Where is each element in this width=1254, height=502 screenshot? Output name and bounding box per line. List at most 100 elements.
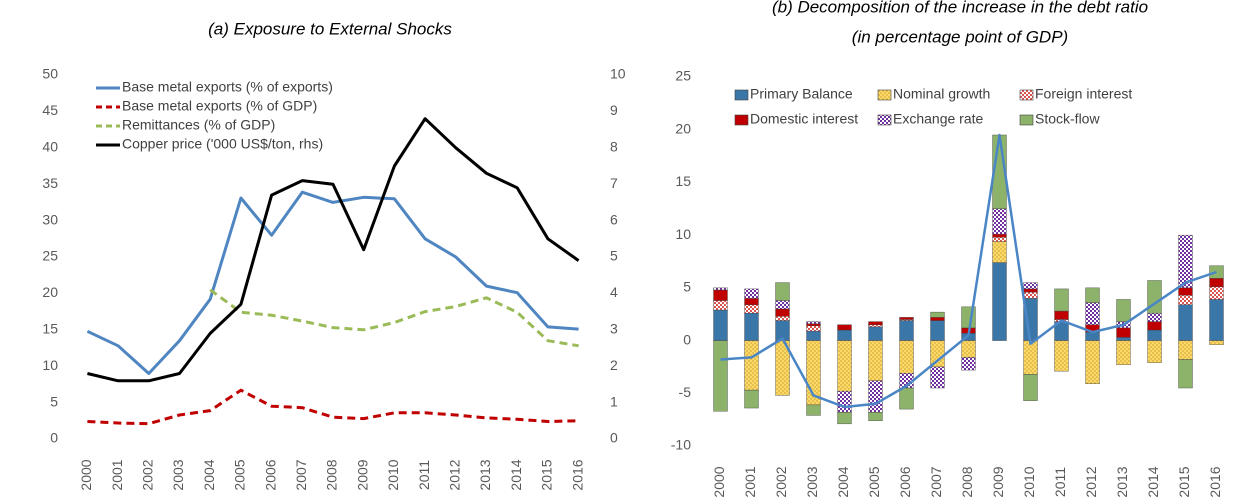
bar-segment: [961, 340, 976, 358]
x-tick-label: 2007: [928, 466, 944, 497]
x-tick-label: 2000: [78, 459, 94, 490]
bar-segment: [868, 380, 883, 413]
bar-segment: [1209, 286, 1224, 300]
x-tick-label: 2001: [742, 466, 758, 497]
series-line: [209, 288, 579, 348]
bar-segment: [837, 412, 852, 425]
y-tick-label: 50: [42, 66, 58, 82]
bar-segment: [992, 233, 1007, 238]
x-tick-label: 2002: [773, 466, 789, 497]
y2-tick-label: 4: [610, 284, 618, 300]
y-tick-label: 10: [42, 357, 58, 373]
bar-segment: [868, 326, 883, 341]
y-tick-label: 40: [42, 139, 58, 155]
x-tick-label: 2011: [416, 460, 432, 490]
legend-swatch: [1019, 89, 1034, 101]
chart: (b) Decomposition of the increase in the…: [671, 0, 1224, 498]
bar-segment: [1147, 321, 1162, 331]
x-tick-label: 2015: [1176, 466, 1192, 497]
chart-subtitle: (in percentage point of GDP): [852, 27, 1068, 46]
x-tick-label: 2005: [866, 466, 882, 497]
y2-tick-label: 10: [610, 66, 626, 82]
chart-title: (a) Exposure to External Shocks: [208, 19, 452, 38]
bar-segment: [868, 340, 883, 381]
y-tick-label: 30: [42, 211, 58, 227]
y-tick-label: 15: [42, 321, 58, 337]
y-tick-label: 20: [42, 284, 58, 300]
bar-segment: [806, 321, 821, 324]
legend-label: Exchange rate: [893, 111, 983, 127]
legend-label: Primary Balance: [750, 86, 853, 102]
legend-swatch: [877, 89, 892, 101]
bar-segment: [992, 241, 1007, 263]
bar-segment: [713, 287, 728, 291]
x-tick-label: 2000: [711, 466, 727, 497]
series-line: [87, 117, 580, 383]
series-line: [87, 388, 579, 426]
legend-swatch: [877, 114, 892, 126]
legend-label: Nominal growth: [893, 86, 990, 102]
y2-tick-label: 1: [610, 393, 618, 409]
y2-tick-label: 8: [610, 139, 618, 155]
x-tick-label: 2009: [354, 459, 370, 490]
y-tick-label: 35: [42, 175, 58, 191]
bar-segment: [1023, 291, 1038, 299]
bar-segment: [899, 317, 914, 320]
bar-segment: [1147, 312, 1162, 322]
bar-segment: [930, 311, 945, 318]
bar-segment: [775, 308, 790, 317]
y2-tick-label: 3: [610, 321, 618, 337]
bar-segment: [806, 325, 821, 332]
bar-segment: [1085, 340, 1100, 384]
legend-label: Domestic interest: [750, 111, 858, 127]
x-tick-label: 2001: [109, 459, 125, 490]
x-tick-label: 2006: [897, 466, 913, 497]
x-tick-label: 2009: [990, 466, 1006, 497]
y2-tick-label: 0: [610, 430, 618, 446]
bar-segment: [1054, 340, 1069, 372]
bar-segment: [1085, 287, 1100, 303]
legend-label: Stock-flow: [1035, 111, 1100, 127]
legend-swatch: [734, 114, 749, 126]
y-tick-label: 25: [42, 248, 58, 264]
legend-label: Remittances (% of GDP): [122, 117, 275, 133]
bar-segment: [713, 340, 728, 412]
bar-segment: [1209, 299, 1224, 341]
bar-segment: [992, 208, 1007, 235]
chart-title: (b) Decomposition of the increase in the…: [772, 0, 1148, 16]
bar-segment: [713, 300, 728, 311]
bar-segment: [744, 312, 759, 341]
bar-segment: [1178, 287, 1193, 296]
bar-segment: [1116, 327, 1131, 338]
bar-segment: [1147, 329, 1162, 341]
bar-segment: [1209, 278, 1224, 288]
y-tick-label: 20: [675, 120, 691, 136]
x-tick-label: 2005: [232, 459, 248, 490]
chart: (a) Exposure to External Shocks051015202…: [42, 19, 625, 490]
bar-segment: [775, 316, 790, 321]
bar-segment: [713, 309, 728, 341]
x-tick-label: 2014: [508, 459, 524, 490]
legend-label: Base metal exports (% of GDP): [122, 98, 317, 114]
bar-segment: [775, 282, 790, 301]
bar-segment: [868, 321, 883, 325]
y-tick-label: 25: [675, 68, 691, 84]
x-tick-label: 2007: [293, 459, 309, 490]
legend-swatch: [734, 89, 749, 101]
x-tick-label: 2002: [139, 459, 155, 490]
bar-segment: [868, 324, 883, 328]
bar-segment: [837, 329, 852, 341]
bar-segment: [744, 288, 759, 299]
bar-segment: [744, 340, 759, 391]
y2-tick-label: 2: [610, 357, 618, 373]
bar-segment: [806, 330, 821, 341]
bar-segment: [1178, 340, 1193, 360]
y2-tick-label: 9: [610, 102, 618, 118]
bar-segment: [1178, 304, 1193, 341]
x-tick-label: 2011: [1052, 467, 1068, 497]
bar-segment: [1116, 337, 1131, 341]
x-tick-label: 2008: [959, 466, 975, 497]
y-tick-label: 5: [683, 279, 691, 295]
x-tick-label: 2004: [201, 459, 217, 490]
